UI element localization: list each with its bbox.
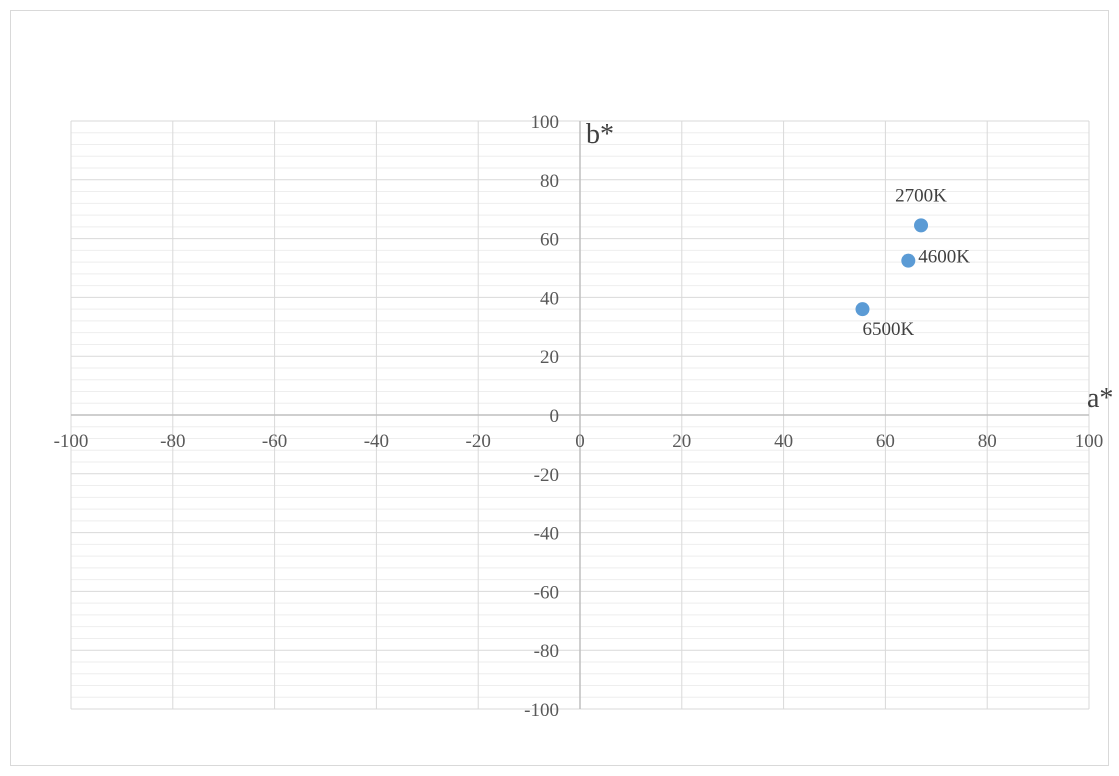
x-tick-label: 80 [978, 431, 997, 452]
data-point [901, 253, 916, 268]
x-tick-label: 40 [774, 431, 793, 452]
x-tick-label: 100 [1075, 431, 1104, 452]
chart-frame [10, 10, 1109, 766]
y-axis-title: b* [586, 119, 614, 150]
x-tick-label: 60 [876, 431, 895, 452]
x-tick-label: -20 [466, 431, 491, 452]
y-tick-label: 80 [540, 171, 559, 192]
y-tick-label: 100 [531, 112, 560, 133]
y-tick-label: 20 [540, 347, 559, 368]
x-tick-label: -100 [54, 431, 89, 452]
x-tick-label: 20 [672, 431, 691, 452]
x-tick-label: -80 [160, 431, 185, 452]
x-tick-label: -40 [364, 431, 389, 452]
x-tick-label: 0 [575, 431, 585, 452]
y-tick-label: -40 [534, 524, 559, 545]
data-point [855, 302, 870, 317]
y-tick-label: -20 [534, 465, 559, 486]
data-point-label: 2700K [895, 185, 947, 206]
axes [71, 121, 1089, 709]
data-points [855, 218, 929, 317]
x-tick-labels: -100 -80 -60 -40 -20 0 20 40 60 80 100 [54, 431, 1104, 452]
y-tick-label: 60 [540, 230, 559, 251]
y-tick-label: 40 [540, 288, 559, 309]
data-point-labels: 2700K 4600K 6500K [862, 185, 970, 340]
x-tick-label: -60 [262, 431, 287, 452]
data-point [914, 218, 929, 233]
y-tick-label: 0 [550, 406, 560, 427]
data-point-label: 6500K [862, 319, 914, 340]
x-axis-title: a* [1087, 383, 1113, 414]
data-point-label: 4600K [918, 247, 970, 268]
y-tick-label: -100 [524, 700, 559, 721]
y-tick-label: -80 [534, 641, 559, 662]
y-tick-labels: -100 -80 -60 -40 -20 0 20 40 60 80 100 [524, 112, 559, 721]
y-tick-label: -60 [534, 582, 559, 603]
